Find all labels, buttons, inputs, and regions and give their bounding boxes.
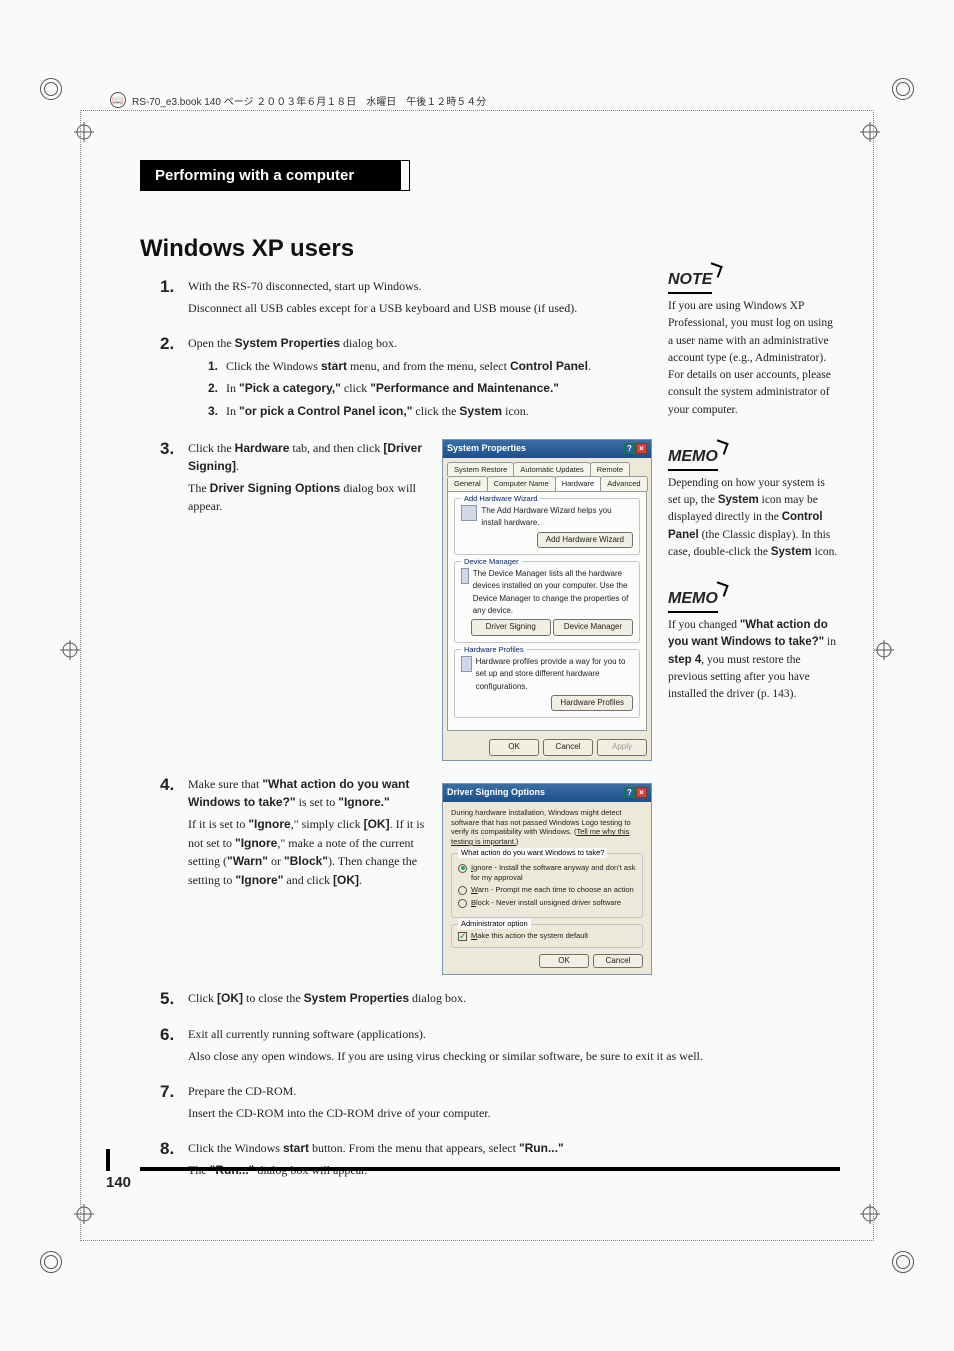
tab: Remote [590,462,630,477]
ok-button: OK [539,954,589,968]
step-number: 5. [160,989,188,1009]
crop-mark [60,640,80,665]
step-body: Click [OK] to close the System Propertie… [188,989,840,1011]
step-body: Click the Windows start button. From the… [188,1139,840,1182]
page-title: Windows XP users [140,235,840,263]
add-hardware-wizard-button: Add Hardware Wizard [537,532,633,548]
device-manager-button: Device Manager [553,619,633,635]
radio-ignore [458,864,467,873]
step-number: 8. [160,1139,188,1159]
hardware-wizard-icon [461,505,477,521]
footer-rule [140,1167,840,1171]
window-buttons: ?× [623,786,647,800]
registration-mark [40,78,62,100]
step-number: 4. [160,775,188,795]
note-header: NOTE [668,268,712,294]
cancel-button: Cancel [543,739,593,755]
tab: System Restore [447,462,514,477]
step-body: Make sure that "What action do you want … [188,775,840,976]
ok-button: OK [489,739,539,755]
window-title: System Properties [447,442,526,456]
apply-button: Apply [597,739,647,755]
step-number: 3. [160,439,188,459]
step-number: 2. [160,334,188,354]
driver-signing-button: Driver Signing [471,619,551,635]
step-number: 6. [160,1025,188,1045]
tab: Automatic Updates [513,462,590,477]
section-header: Performing with a computer [141,161,401,190]
registration-mark [892,78,914,100]
memo-body: Depending on how your system is set up, … [668,475,838,561]
crop-mark [874,640,894,665]
tab: Advanced [600,476,647,491]
window-title: Driver Signing Options [447,786,545,800]
step-body: Exit all currently running software (app… [188,1025,840,1068]
checkbox-system-default [458,932,467,941]
step-number: 7. [160,1082,188,1102]
hardware-profiles-icon [461,656,472,672]
header-text: RS-70_e3.book 140 ページ ２００３年６月１８日 水曜日 午後１… [132,93,486,108]
driver-signing-options-screenshot: Driver Signing Options ?× During hardwar… [442,783,652,976]
radio-block [458,899,467,908]
cancel-button: Cancel [593,954,643,968]
tab-active: Hardware [555,476,602,491]
step-body: Prepare the CD-ROM. Insert the CD-ROM in… [188,1082,840,1125]
tab: Computer Name [487,476,556,491]
section-header-bar: Performing with a computer [140,160,410,191]
system-properties-screenshot: System Properties ?× System Restore Auto… [442,439,652,761]
book-icon: 📖 [110,92,126,108]
radio-warn [458,886,467,895]
hardware-profiles-button: Hardware Profiles [551,695,633,711]
page-number: 140 [106,1174,131,1191]
registration-mark [892,1251,914,1273]
window-buttons: ?× [623,442,647,456]
device-manager-icon [461,568,469,584]
book-page-header: 📖 RS-70_e3.book 140 ページ ２００３年６月１８日 水曜日 午… [110,92,486,108]
note-body: If you are using Windows XP Professional… [668,298,838,419]
memo-header: MEMO [668,445,718,471]
step-number: 1. [160,277,188,297]
memo-header: MEMO [668,587,718,613]
memo-block: MEMO Depending on how your system is set… [668,445,838,561]
memo-body: If you changed "What action do you want … [668,617,838,703]
note-block: NOTE If you are using Windows XP Profess… [668,268,838,419]
registration-mark [40,1251,62,1273]
memo-block: MEMO If you changed "What action do you … [668,587,838,703]
tab: General [447,476,488,491]
